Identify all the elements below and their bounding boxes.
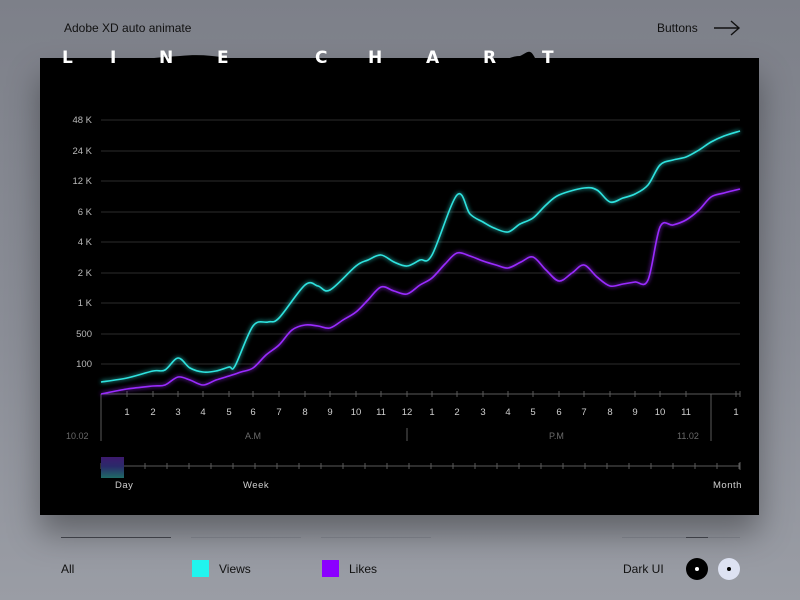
x-tick-label: 3 <box>480 407 486 418</box>
x-tick-label: 3 <box>175 407 181 418</box>
x-tick-label: 6 <box>250 407 256 418</box>
y-tick-label: 12 K <box>72 176 92 187</box>
likes-line <box>100 188 741 395</box>
x-tick-label: 1 <box>733 407 739 418</box>
title-letter: R <box>483 48 497 68</box>
x-tick-label: 9 <box>327 407 333 418</box>
tab-underline <box>191 537 301 538</box>
range-selection-handle[interactable] <box>101 457 124 478</box>
x-axis <box>100 391 741 441</box>
tab-underline <box>321 537 431 538</box>
theme-label: Dark UI <box>623 562 664 576</box>
theme-underline <box>622 537 740 538</box>
x-tick-label: 10 <box>654 407 666 418</box>
x-tick-label: 7 <box>276 407 282 418</box>
x-tick-label: 1 <box>124 407 130 418</box>
title-letter: H <box>368 48 383 68</box>
likes-swatch[interactable] <box>322 560 339 577</box>
y-tick-label: 1 K <box>77 298 92 309</box>
legend-likes[interactable]: Likes <box>349 562 378 576</box>
title-letter: C <box>315 48 328 68</box>
y-tick-label: 4 K <box>77 237 92 248</box>
title-letter: L <box>62 48 73 68</box>
title-letter: T <box>542 48 554 68</box>
x-tick-label: 8 <box>607 407 613 418</box>
end-date-label: 11.02 <box>677 431 699 441</box>
arrow-right-icon[interactable] <box>712 18 742 38</box>
am-label: A.M <box>245 431 262 441</box>
views-swatch[interactable] <box>192 560 209 577</box>
y-tick-label: 2 K <box>77 268 92 279</box>
wave-shape <box>40 51 759 100</box>
pm-label: P.M <box>549 431 564 441</box>
legend-all[interactable]: All <box>61 562 75 576</box>
range-day[interactable]: Day <box>115 480 134 491</box>
y-tick-label: 500 <box>76 329 92 340</box>
x-tick-label: 11 <box>681 407 691 418</box>
theme-underline-active <box>686 537 708 538</box>
x-tick-label: 7 <box>581 407 587 418</box>
x-tick-label: 2 <box>150 407 156 418</box>
subtitle: Adobe XD auto animate <box>64 21 192 35</box>
start-date-label: 10.02 <box>66 431 89 441</box>
buttons-link[interactable]: Buttons <box>657 21 698 35</box>
views-line <box>100 130 741 383</box>
y-tick-label: 24 K <box>72 146 92 157</box>
x-tick-label: 5 <box>530 407 536 418</box>
y-tick-label: 48 K <box>72 115 92 126</box>
x-tick-label: 5 <box>226 407 232 418</box>
dark-theme-toggle[interactable] <box>686 558 708 580</box>
range-month[interactable]: Month <box>713 480 742 491</box>
x-tick-label: 6 <box>556 407 562 418</box>
light-theme-toggle[interactable] <box>718 558 740 580</box>
range-axis <box>100 462 741 470</box>
x-tick-label: 1 <box>429 407 435 418</box>
title-letter: A <box>426 48 440 68</box>
x-tick-label: 10 <box>350 407 362 418</box>
range-week[interactable]: Week <box>243 480 270 491</box>
x-tick-label: 4 <box>505 407 511 418</box>
x-tick-label: 2 <box>454 407 460 418</box>
title-letter: N <box>159 48 174 68</box>
x-tick-label: 4 <box>200 407 206 418</box>
x-tick-label: 8 <box>302 407 308 418</box>
y-tick-label: 100 <box>76 359 92 370</box>
gridlines <box>101 119 740 365</box>
legend-views[interactable]: Views <box>219 562 251 576</box>
x-tick-label: 11 <box>376 407 386 418</box>
title-letter: E <box>217 48 229 68</box>
chart-card <box>40 58 759 515</box>
tab-underline-active <box>61 537 171 538</box>
x-tick-label: 9 <box>632 407 638 418</box>
y-tick-label: 6 K <box>77 207 92 218</box>
title-letter: I <box>110 48 117 68</box>
x-tick-label: 12 <box>401 407 413 418</box>
